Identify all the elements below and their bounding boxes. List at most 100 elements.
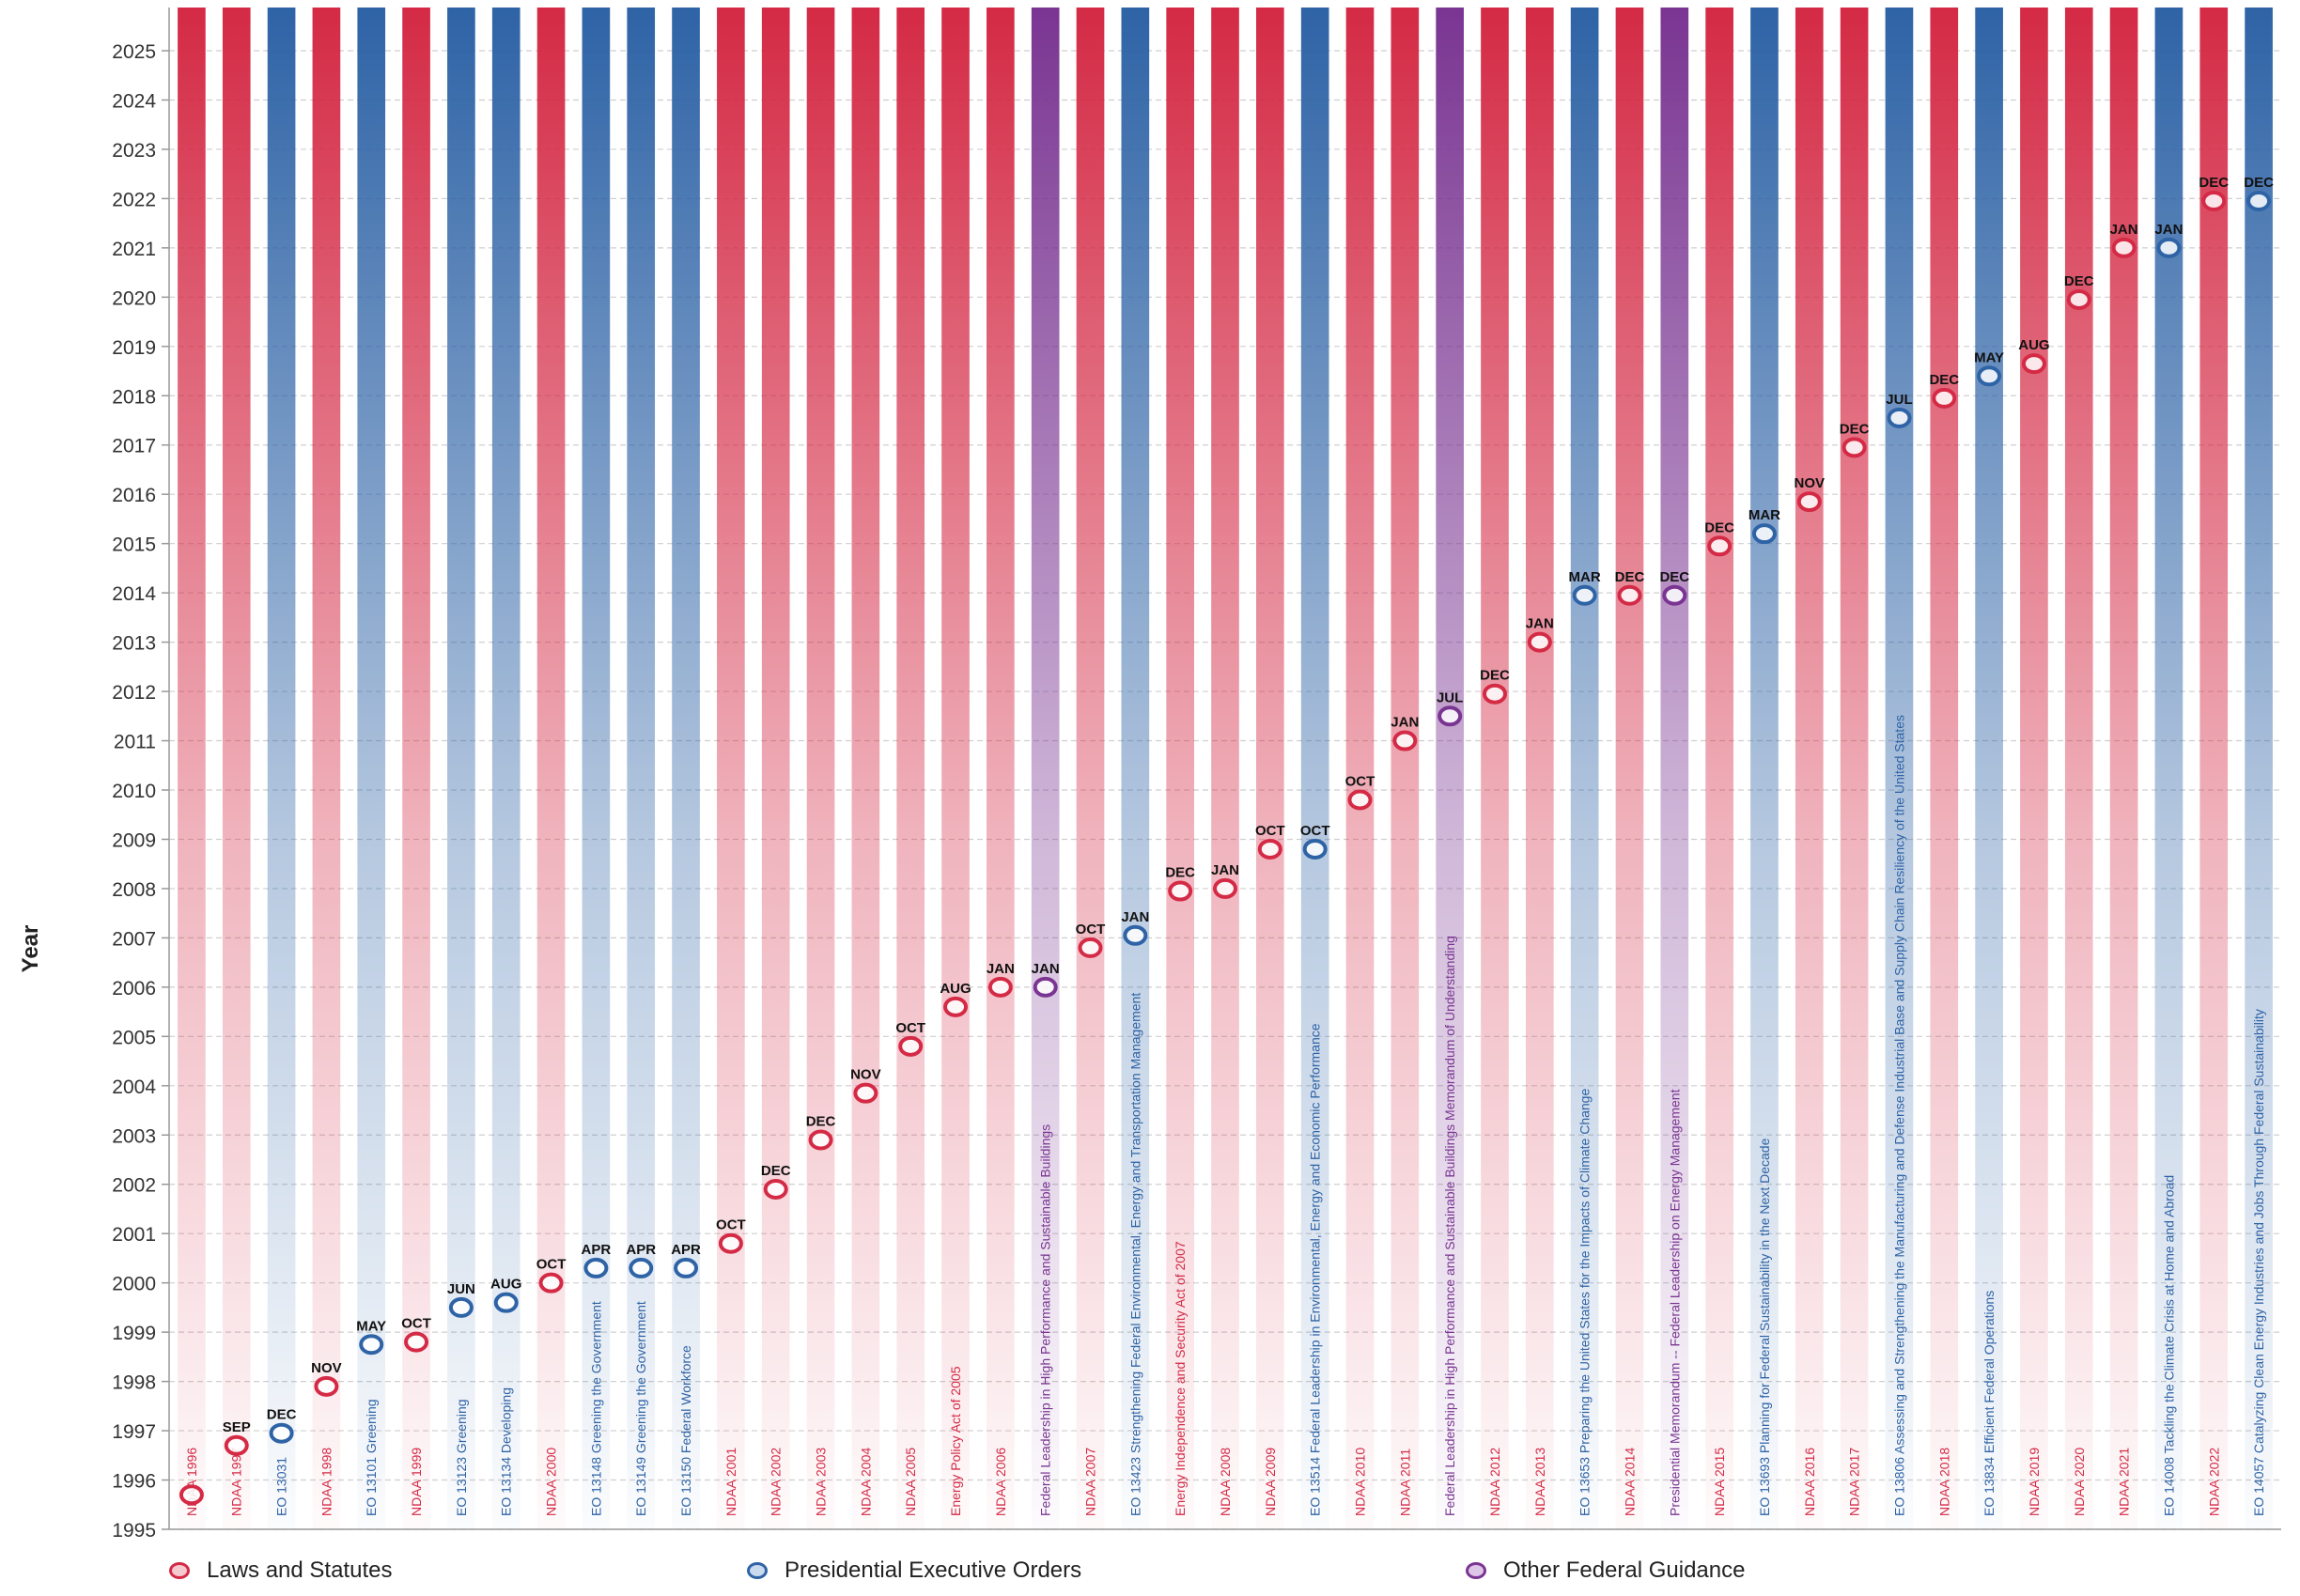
event-column: NDAA 2015 DEC — [1704, 8, 1734, 1529]
event-column: EO 14008 Tackling the Climate Crisis at … — [2154, 8, 2183, 1529]
event-bar — [1031, 8, 1060, 1529]
event-column: NDAA 2002 DEC — [761, 8, 791, 1529]
event-marker — [1617, 584, 1642, 606]
event-marker — [1392, 730, 1418, 752]
y-tick-label: 1996 — [112, 1471, 156, 1493]
event-bar — [1705, 8, 1733, 1529]
y-tick-label: 2010 — [112, 781, 156, 802]
event-month-label: OCT — [1076, 922, 1106, 937]
y-tick-label: 2017 — [112, 436, 156, 457]
event-month-label: MAY — [1974, 349, 2004, 365]
event-label: NDAA 2014 — [1622, 1448, 1637, 1516]
event-month-label: DEC — [1615, 569, 1645, 585]
event-column: Energy Independence and Security Act of … — [1165, 8, 1195, 1529]
y-tick-label: 2012 — [112, 682, 156, 704]
event-column: EO 13134 Developing AUG — [490, 8, 521, 1529]
event-label: NDAA 2017 — [1847, 1448, 1862, 1516]
event-label: NDAA 2005 — [903, 1448, 918, 1516]
event-bar — [1975, 8, 2003, 1529]
y-tick-label: 2000 — [112, 1274, 156, 1295]
event-month-label: JAN — [1121, 909, 1149, 925]
event-label: NDAA 2022 — [2206, 1448, 2221, 1516]
event-column: NDAA 2005 OCT — [895, 8, 925, 1529]
event-marker — [269, 1422, 294, 1444]
event-column: NDAA 2000 OCT — [536, 8, 567, 1529]
y-tick-label: 2008 — [112, 879, 156, 901]
event-month-label: JAN — [2154, 222, 2183, 238]
event-month-label: DEC — [1480, 668, 1510, 684]
event-marker — [1796, 491, 1822, 513]
event-marker — [1213, 877, 1237, 899]
event-columns: NDAA 1996 NDAA 1997 SEP EO 13031 DEC NDAA 199… — [178, 8, 2274, 1529]
legend-item-eo: Presidential Executive Orders — [747, 1557, 1081, 1584]
event-month-label: OCT — [1345, 773, 1375, 789]
event-column: NDAA 2004 NOV — [850, 8, 881, 1529]
event-label: NDAA 2010 — [1352, 1448, 1367, 1516]
event-marker — [718, 1232, 743, 1254]
event-bar — [1345, 8, 1375, 1529]
event-marker — [629, 1257, 654, 1278]
event-marker — [1302, 838, 1328, 860]
event-marker — [1707, 535, 1733, 557]
event-bar — [582, 8, 611, 1529]
event-month-label: DEC — [2199, 175, 2229, 191]
event-bar — [1166, 8, 1194, 1529]
event-marker — [1257, 838, 1282, 860]
event-month-label: OCT — [895, 1020, 925, 1036]
event-column: EO 14057 Catalyzing Clean Energy Industr… — [2244, 8, 2274, 1529]
event-bar — [2154, 8, 2183, 1529]
event-column: EO 13693 Planning for Federal Sustainabi… — [1748, 8, 1780, 1529]
event-column: NDAA 1996 — [178, 8, 206, 1529]
event-bar — [222, 8, 251, 1529]
event-label: Energy Policy Act of 2005 — [948, 1366, 963, 1516]
event-bar — [447, 8, 475, 1529]
event-month-label: DEC — [1704, 519, 1734, 535]
event-marker — [1887, 407, 1912, 428]
event-marker — [943, 996, 969, 1017]
y-tick-label: 2020 — [112, 287, 156, 309]
event-label: NDAA 2012 — [1487, 1448, 1502, 1516]
event-column: NDAA 2022 DEC — [2199, 8, 2229, 1529]
event-marker — [2021, 353, 2046, 375]
y-axis-label: Year — [18, 925, 43, 973]
event-column: EO 13423 Strengthening Federal Environme… — [1121, 8, 1149, 1529]
event-month-label: APR — [626, 1242, 656, 1258]
event-column: NDAA 2003 DEC — [806, 8, 836, 1529]
event-bar — [1256, 8, 1284, 1529]
event-bar — [1121, 8, 1150, 1529]
event-month-label: NOV — [850, 1067, 881, 1083]
event-column: EO 13123 Greening JUN — [447, 8, 475, 1529]
event-label: EO 13423 Strengthening Federal Environme… — [1127, 993, 1142, 1516]
event-marker — [404, 1331, 429, 1353]
event-label: NDAA 2018 — [1936, 1448, 1951, 1516]
y-tick-label: 2001 — [112, 1224, 156, 1246]
event-bar — [2020, 8, 2048, 1529]
event-column: NDAA 2020 DEC — [2064, 8, 2094, 1529]
event-marker — [583, 1257, 609, 1278]
event-bar — [1300, 8, 1329, 1529]
event-label: NDAA 2013 — [1532, 1448, 1547, 1516]
event-marker — [763, 1178, 788, 1200]
y-tick-label: 2022 — [112, 189, 156, 210]
event-column: Federal Leadership in High Performance a… — [1436, 8, 1464, 1529]
event-label: EO 13148 Greening the Government — [588, 1301, 603, 1516]
event-label: NDAA 1999 — [409, 1448, 424, 1516]
event-label: NDAA 2004 — [858, 1448, 873, 1516]
event-marker — [1033, 976, 1058, 998]
event-month-label: OCT — [1255, 823, 1285, 839]
event-month-label: OCT — [1300, 823, 1330, 839]
event-column: NDAA 1999 OCT — [401, 8, 431, 1529]
event-label: NDAA 2021 — [2117, 1448, 2132, 1516]
event-column: NDAA 2018 DEC — [1929, 8, 1959, 1529]
event-marker — [1977, 365, 2002, 387]
event-month-label: JAN — [1391, 715, 1419, 731]
event-month-label: AUG — [2018, 337, 2049, 353]
event-column: NDAA 2008 JAN — [1211, 8, 1239, 1529]
event-marker — [987, 976, 1013, 998]
event-month-label: MAY — [356, 1318, 386, 1334]
event-column: NDAA 2014 DEC — [1615, 8, 1645, 1529]
legend-item-guidance: Other Federal Guidance — [1466, 1557, 1745, 1584]
event-month-label: JAN — [1032, 961, 1060, 977]
event-month-label: OCT — [536, 1257, 567, 1273]
event-bar — [717, 8, 745, 1529]
